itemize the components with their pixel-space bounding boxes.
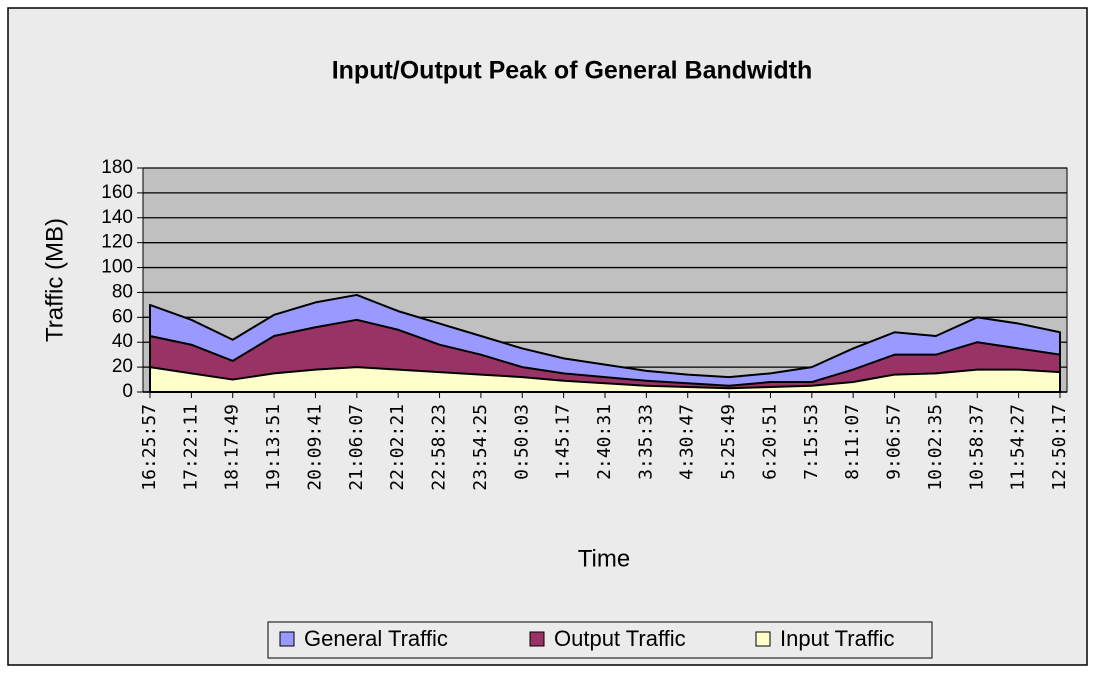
x-tick-label: 9:06:57 [884, 404, 905, 480]
x-tick-label: 5:25:49 [718, 404, 739, 480]
legend-swatch [279, 631, 295, 647]
x-tick-label: 11:54:27 [1008, 404, 1029, 491]
x-tick-label: 16:25:57 [139, 404, 160, 491]
x-tick-label: 22:58:23 [429, 404, 450, 491]
legend: General Traffic Output Traffic Input Traff… [267, 621, 933, 659]
y-tick-label: 180 [101, 157, 133, 178]
x-tick-label: 3:35:33 [635, 404, 656, 480]
y-tick-label: 20 [112, 356, 133, 377]
y-tick-label: 100 [101, 257, 133, 278]
y-axis-label: Traffic (MB) [41, 218, 68, 342]
legend-label: Input Traffic [780, 626, 895, 651]
x-tick-label: 1:45:17 [553, 404, 574, 480]
x-tick-label: 4:30:47 [677, 404, 698, 480]
y-tick-label: 0 [122, 381, 133, 402]
x-tick-label: 2:40:31 [594, 404, 615, 480]
legend-label: General Traffic [304, 626, 448, 651]
x-tick-label: 22:02:21 [387, 404, 408, 491]
chart-title: Input/Output Peak of General Bandwidth [332, 57, 813, 85]
x-tick-label: 6:20:51 [759, 404, 780, 480]
x-tick-label: 23:54:25 [470, 404, 491, 491]
x-tick-label: 0:50:03 [511, 404, 532, 480]
x-tick-label: 10:02:35 [925, 404, 946, 491]
x-tick-label: 8:11:07 [842, 404, 863, 480]
x-tick-label: 17:22:11 [180, 404, 201, 491]
x-axis-label: Time [578, 545, 630, 572]
x-tick-label: 19:13:51 [263, 404, 284, 491]
x-tick-label: 12:50:17 [1049, 404, 1070, 491]
y-tick-label: 120 [101, 232, 133, 253]
y-tick-label: 160 [101, 182, 133, 203]
y-tick-label: 60 [112, 306, 133, 327]
legend-swatch [755, 631, 771, 647]
y-tick-label: 80 [112, 281, 133, 302]
x-tick-label: 10:58:37 [966, 404, 987, 491]
x-tick-label: 21:06:07 [346, 404, 367, 491]
x-tick-label: 18:17:49 [222, 404, 243, 491]
x-tick-label: 20:09:41 [304, 404, 325, 491]
y-tick-label: 140 [101, 207, 133, 228]
legend-label: Output Traffic [554, 626, 686, 651]
legend-box [267, 621, 933, 659]
area [149, 366, 1061, 393]
x-tick-label: 7:15:53 [801, 404, 822, 480]
legend-swatch [529, 631, 545, 647]
y-tick-label: 40 [112, 331, 133, 352]
